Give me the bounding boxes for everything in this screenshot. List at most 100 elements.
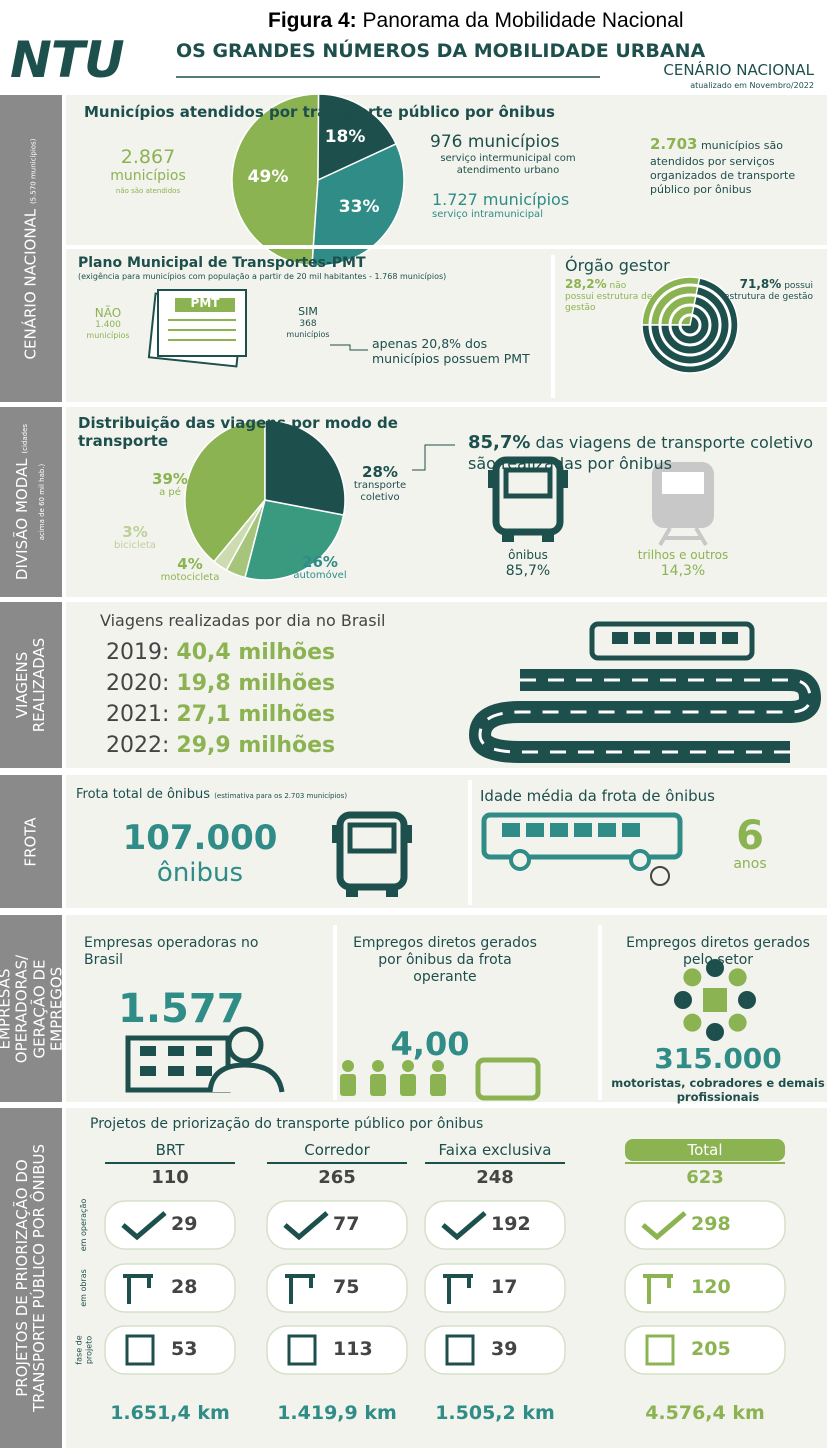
header-updated: atualizado em Novembro/2022 [690, 81, 814, 90]
label: 368 [299, 319, 317, 329]
label: municípios [110, 168, 186, 184]
cell [104, 1325, 236, 1375]
slice-label: 18% [324, 126, 366, 147]
text-part: (5.570 municípios) [29, 138, 38, 204]
document-icon [445, 1334, 475, 1366]
sidebar [0, 95, 62, 402]
ring-gap [678, 313, 702, 337]
rail-icon-tracks [658, 526, 708, 547]
bus-icon-window [347, 822, 397, 854]
person-icon [400, 1074, 416, 1096]
big-unit: ônibus [156, 858, 244, 888]
person-icon [402, 1060, 414, 1072]
cell-value: 53 [171, 1338, 198, 1360]
section-title: Distribuição das viagens por modo de tra… [78, 414, 398, 450]
building-window [196, 1046, 212, 1056]
label: trilhos e outros [637, 548, 729, 562]
text-part: 2022: [106, 733, 170, 758]
person-icon [342, 1060, 354, 1072]
label: 71,8% possui estrutura de gestão [718, 277, 813, 303]
row-label: em obras [79, 1269, 89, 1307]
bus-icon [336, 811, 408, 891]
text-part: DIVISÃO MODAL [12, 458, 31, 581]
check-icon [121, 1211, 167, 1241]
cell [266, 1325, 408, 1375]
team-icon-center [703, 988, 727, 1012]
section-title: Municípios atendidos por transporte públ… [84, 103, 555, 121]
label: SIM [298, 305, 318, 318]
slice-category: transporte coletivo [353, 480, 407, 503]
team-icon [674, 991, 692, 1009]
label: municípios [286, 330, 330, 339]
crane-icon [443, 1274, 473, 1304]
text-part: Frota total de ônibus [76, 787, 211, 802]
column-header: Corredor [304, 1141, 370, 1159]
building-window [140, 1066, 156, 1076]
connector [330, 344, 368, 351]
team-icon [728, 968, 747, 987]
bus-icon-mirror [488, 470, 493, 488]
team-icon [683, 1013, 702, 1032]
value: 14,3% [660, 563, 706, 579]
summary: apenas 20,8% dos municípios possuem PMT [372, 336, 530, 366]
text-part: PROJETOS DE PRIORIZAÇÃO DO TRANSPORTE PÚ… [12, 1144, 48, 1413]
column-km: 4.576,4 km [645, 1402, 765, 1424]
text-part: Figura 4: [268, 9, 357, 32]
building-window [168, 1046, 184, 1056]
sidebar-label: DIVISÃO MODAL (cidades acima de 60 mil h… [12, 415, 49, 589]
cell-value: 39 [491, 1338, 518, 1360]
text-part: Panorama da Mobilidade Nacional [362, 9, 684, 32]
person-icon [372, 1060, 384, 1072]
bus-side-window [526, 823, 544, 837]
text-part: 28,2% [565, 277, 607, 291]
note: serviço intermunicipal com atendimento u… [440, 153, 576, 176]
icon-label: PMT [190, 296, 220, 310]
crane-icon [123, 1274, 153, 1304]
bus-side-window [612, 632, 628, 644]
bus-side-window [634, 632, 650, 644]
bus-side-window [700, 632, 716, 644]
bus-side-window [656, 632, 672, 644]
section-title: Idade média da frota de ônibus [480, 787, 715, 805]
bus-side-icon [481, 812, 683, 860]
sidebar [0, 407, 62, 597]
slice-label: 39% [152, 470, 188, 488]
person-icon [370, 1074, 386, 1096]
text-part: municípios são atendidos por serviços or… [650, 139, 796, 197]
trip-row: 2022: 29,9 milhões [106, 733, 335, 759]
person-icon [340, 1074, 356, 1096]
team-icon [706, 1023, 724, 1041]
sidebar-label: EMPRESAS OPERADORAS/ GERAÇÃO DE EMPREGOS [0, 923, 66, 1094]
sidebar [0, 602, 62, 768]
pie-slice [641, 277, 739, 374]
bus-wheel [509, 849, 531, 871]
big-number: 4,00 [390, 1025, 470, 1063]
crane-icon [643, 1274, 673, 1304]
column-km: 1.505,2 km [435, 1402, 555, 1424]
cell [624, 1325, 786, 1375]
sidebar [0, 915, 62, 1102]
slice-label: 3% [122, 523, 148, 541]
pie-slice [231, 93, 320, 267]
note: serviço intramunicipal [432, 209, 543, 220]
team-icon [728, 1013, 747, 1032]
text-part: 29,9 milhões [176, 733, 336, 758]
label: 1.400 [95, 320, 121, 330]
row-label: fase de projeto [74, 1335, 93, 1365]
sidebar-label: VIAGENS REALIZADAS [12, 610, 49, 760]
label: motoristas, cobradores e demais profissi… [611, 1076, 825, 1104]
text-part: não possui estrutura de gestão [565, 281, 653, 313]
text-part: VIAGENS REALIZADAS [12, 637, 48, 733]
sidebar-label: CENÁRIO NACIONAL (5.570 municípios) [21, 103, 39, 394]
row-label: em operação [79, 1198, 89, 1252]
slice-category: a pé [159, 487, 181, 498]
text-part: FROTA [21, 816, 40, 867]
served-text: 2.703 municípios são atendidos por servi… [650, 135, 805, 197]
building-icon [125, 1035, 231, 1093]
team-icon [738, 991, 756, 1009]
person-icon [432, 1060, 444, 1072]
text-part: 71,8% [739, 277, 782, 291]
cell [424, 1325, 566, 1375]
slice-category: automóvel [293, 570, 347, 581]
label: municípios [86, 331, 130, 340]
